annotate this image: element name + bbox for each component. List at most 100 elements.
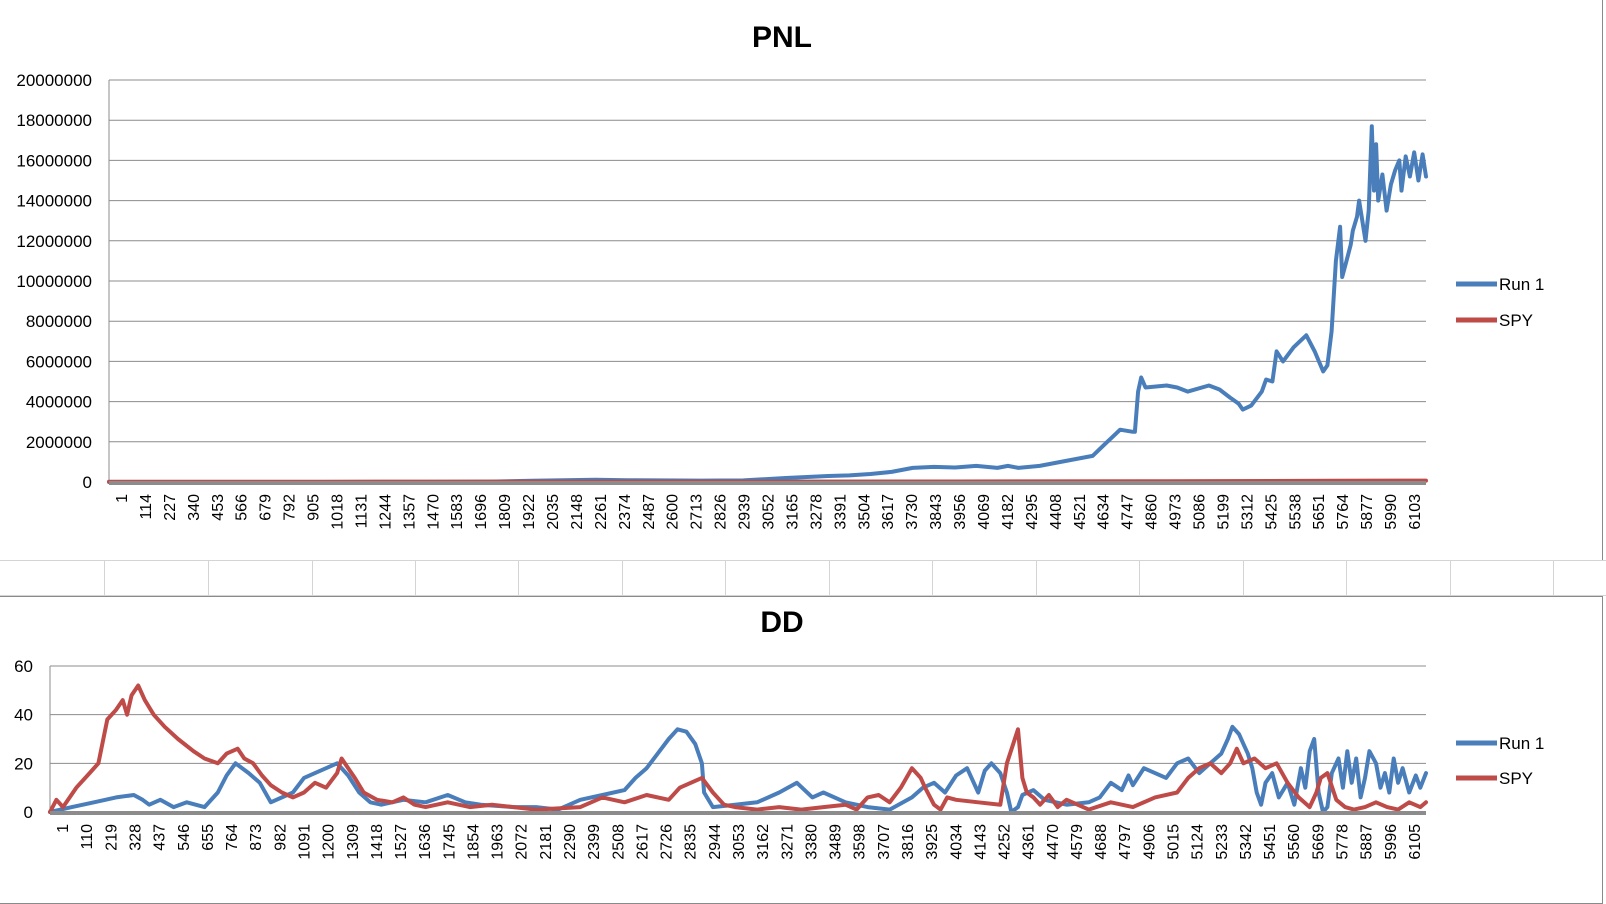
- dd-x-tick-label: 5560: [1286, 824, 1303, 860]
- pnl-x-tick-label: 4521: [1072, 494, 1089, 530]
- pnl-y-tick-label: 10000000: [16, 272, 92, 291]
- pnl-y-tick-label: 12000000: [16, 232, 92, 251]
- dd-x-tick-label: 5669: [1310, 824, 1327, 860]
- dd-x-tick-label: 655: [200, 824, 217, 851]
- dd-x-tick-label: 4579: [1069, 824, 1086, 860]
- dd-x-tick-label: 5342: [1238, 824, 1255, 860]
- pnl-chart-title: PNL: [752, 21, 812, 54]
- pnl-x-tick-label: 905: [306, 494, 323, 521]
- pnl-x-tick-label: 2035: [545, 494, 562, 530]
- pnl-x-tick-label: 4634: [1096, 494, 1113, 530]
- dd-x-tick-label: 1854: [465, 824, 482, 860]
- pnl-x-tick-label: 3730: [904, 494, 921, 530]
- dd-x-tick-label: 4252: [997, 824, 1014, 860]
- pnl-x-tick-label: 6103: [1407, 494, 1424, 530]
- pnl-x-tick-label: 5990: [1383, 494, 1400, 530]
- dd-x-tick-label: 3053: [731, 824, 748, 860]
- dd-x-tick-label: 764: [224, 824, 241, 851]
- dd-x-tick-label: 4470: [1045, 824, 1062, 860]
- pnl-y-tick-label: 14000000: [16, 192, 92, 211]
- pnl-x-tick-label: 5199: [1215, 494, 1232, 530]
- dd-x-tick-label: 5451: [1262, 824, 1279, 860]
- dd-x-tick-label: 2508: [610, 824, 627, 860]
- pnl-x-tick-label: 2713: [689, 494, 706, 530]
- dd-x-tick-label: 546: [176, 824, 193, 851]
- pnl-x-tick-label: 4860: [1144, 494, 1161, 530]
- dd-legend-label: SPY: [1499, 769, 1533, 788]
- dd-x-tick-label: 4797: [1117, 824, 1134, 860]
- pnl-y-tick-label: 4000000: [26, 393, 92, 412]
- dd-x-tick-label: 4143: [972, 824, 989, 860]
- dd-chart-area[interactable]: [0, 596, 1603, 904]
- pnl-y-tick-label: 20000000: [16, 71, 92, 90]
- pnl-legend-label: SPY: [1499, 311, 1533, 330]
- dd-x-tick-label: 437: [152, 824, 169, 851]
- pnl-x-tick-label: 5877: [1359, 494, 1376, 530]
- pnl-x-tick-label: 340: [186, 494, 203, 521]
- dd-series-spy-line: [48, 683, 1428, 814]
- pnl-x-tick-label: 3052: [761, 494, 778, 530]
- dd-x-tick-label: 4034: [948, 824, 965, 860]
- pnl-x-tick-label: 4069: [976, 494, 993, 530]
- pnl-x-tick-label: 5764: [1335, 494, 1352, 530]
- pnl-y-tick-label: 8000000: [26, 312, 92, 331]
- pnl-x-tick-label: 5086: [1192, 494, 1209, 530]
- pnl-x-tick-label: 1696: [473, 494, 490, 530]
- dd-x-tick-label: 1091: [296, 824, 313, 860]
- pnl-y-tick-label: 2000000: [26, 433, 92, 452]
- pnl-x-tick-label: 227: [162, 494, 179, 521]
- pnl-x-tick-label: 2487: [641, 494, 658, 530]
- pnl-x-tick-label: 2148: [569, 494, 586, 530]
- pnl-x-tick-label: 1470: [425, 494, 442, 530]
- dd-x-tick-label: 3489: [828, 824, 845, 860]
- dd-x-tick-label: 982: [272, 824, 289, 851]
- pnl-x-tick-label: 566: [234, 494, 251, 521]
- pnl-x-tick-label: 4182: [1000, 494, 1017, 530]
- dd-x-tick-label: 1309: [345, 824, 362, 860]
- pnl-x-tick-label: 1922: [521, 494, 538, 530]
- pnl-x-tick-label: 3165: [784, 494, 801, 530]
- dd-x-tick-label: 4361: [1021, 824, 1038, 860]
- pnl-y-tick-label: 16000000: [16, 151, 92, 170]
- pnl-x-tick-label: 1018: [329, 494, 346, 530]
- pnl-x-tick-label: 4295: [1024, 494, 1041, 530]
- pnl-x-tick-label: 1244: [377, 494, 394, 530]
- dd-x-tick-label: 3707: [876, 824, 893, 860]
- dd-x-tick-label: 2399: [586, 824, 603, 860]
- pnl-y-tick-label: 6000000: [26, 352, 92, 371]
- dd-x-tick-label: 1200: [321, 824, 338, 860]
- dd-x-tick-label: 2944: [707, 824, 724, 860]
- dd-x-tick-label: 5233: [1214, 824, 1231, 860]
- dd-x-tick-label: 1636: [417, 824, 434, 860]
- pnl-x-tick-label: 2826: [713, 494, 730, 530]
- dd-x-tick-label: 3598: [852, 824, 869, 860]
- dd-x-tick-label: 2181: [538, 824, 555, 860]
- pnl-x-tick-label: 3278: [808, 494, 825, 530]
- pnl-x-tick-label: 4747: [1120, 494, 1137, 530]
- dd-x-tick-label: 873: [248, 824, 265, 851]
- pnl-legend-label: Run 1: [1499, 275, 1544, 294]
- dd-x-tick-label: 219: [103, 824, 120, 851]
- spreadsheet-cells-strip: [0, 560, 1606, 596]
- pnl-x-tick-label: 5312: [1239, 494, 1256, 530]
- pnl-x-tick-label: 2374: [617, 494, 634, 530]
- dd-x-tick-label: 6105: [1407, 824, 1424, 860]
- dd-x-tick-label: 1527: [393, 824, 410, 860]
- dd-y-tick-label: 0: [24, 803, 33, 822]
- dd-x-tick-label: 5996: [1383, 824, 1400, 860]
- dd-x-tick-label: 2726: [659, 824, 676, 860]
- dd-y-tick-label: 60: [14, 657, 33, 676]
- dd-x-tick-label: 110: [79, 824, 96, 850]
- dd-x-tick-label: 5124: [1190, 824, 1207, 860]
- pnl-x-tick-label: 453: [210, 494, 227, 521]
- pnl-x-tick-label: 114: [138, 494, 155, 520]
- dd-x-tick-label: 1745: [441, 824, 458, 860]
- dd-y-tick-label: 20: [14, 754, 33, 773]
- dd-x-tick-label: 2290: [562, 824, 579, 860]
- pnl-x-tick-label: 3956: [952, 494, 969, 530]
- pnl-x-tick-label: 1357: [401, 494, 418, 530]
- dd-x-tick-label: 5887: [1359, 824, 1376, 860]
- pnl-y-tick-label: 0: [83, 473, 92, 492]
- pnl-x-tick-label: 4408: [1048, 494, 1065, 530]
